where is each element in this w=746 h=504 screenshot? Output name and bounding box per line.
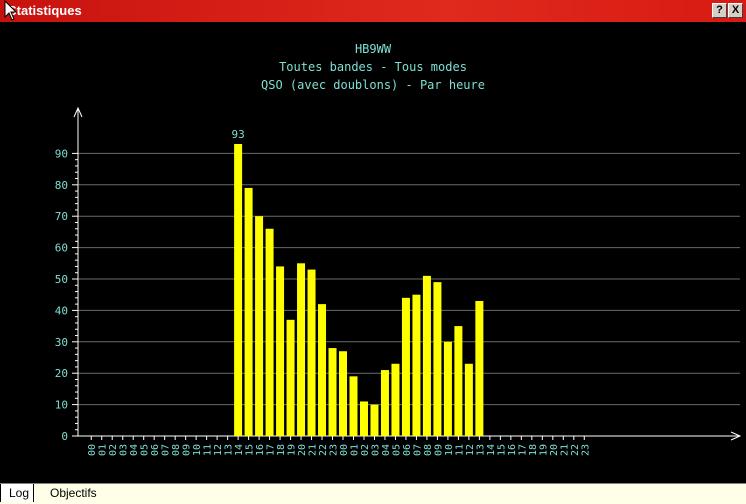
y-tick-label: 20 bbox=[55, 367, 68, 380]
y-tick-label: 10 bbox=[55, 399, 68, 412]
x-tick-label: 06 bbox=[402, 444, 413, 456]
bar-hour-22 bbox=[318, 304, 327, 436]
x-tick-label: 14 bbox=[234, 444, 245, 456]
bar-hour-21 bbox=[307, 269, 316, 436]
bar-hour-13 bbox=[475, 300, 484, 436]
bar-hour-07 bbox=[412, 294, 421, 436]
x-tick-label: 23 bbox=[329, 444, 340, 456]
x-tick-label: 17 bbox=[266, 444, 277, 456]
window-title: Statistiques bbox=[8, 3, 82, 18]
bar-hour-20 bbox=[297, 263, 306, 436]
x-tick-label: 09 bbox=[182, 444, 193, 456]
chart-title-line: QSO (avec doublons) - Par heure bbox=[261, 78, 485, 92]
x-tick-label: 06 bbox=[150, 444, 161, 456]
title-bar: Statistiques ? X bbox=[0, 0, 746, 23]
x-tick-label: 04 bbox=[381, 444, 392, 456]
x-tick-label: 19 bbox=[538, 444, 549, 456]
x-tick-label: 15 bbox=[245, 444, 256, 456]
x-tick-label: 07 bbox=[161, 444, 172, 456]
x-tick-label: 16 bbox=[255, 444, 266, 456]
bar-hour-03 bbox=[370, 404, 379, 436]
bar-hour-16 bbox=[255, 216, 264, 436]
close-button[interactable]: X bbox=[728, 3, 743, 18]
x-tick-label: 22 bbox=[318, 444, 329, 456]
y-tick-label: 70 bbox=[55, 210, 68, 223]
x-tick-label: 20 bbox=[549, 444, 560, 456]
x-tick-label: 03 bbox=[370, 444, 381, 456]
bar-hour-09 bbox=[433, 282, 442, 436]
bar-hour-10 bbox=[443, 341, 452, 436]
x-tick-label: 08 bbox=[171, 444, 182, 456]
x-tick-label: 08 bbox=[423, 444, 434, 456]
x-tick-label: 01 bbox=[349, 444, 360, 456]
bar-hour-06 bbox=[401, 297, 410, 436]
bar-hour-00 bbox=[339, 351, 348, 436]
chart-title-line: Toutes bandes - Tous modes bbox=[279, 60, 467, 74]
x-axis-arrow bbox=[730, 431, 742, 441]
bar-hour-15 bbox=[244, 187, 253, 436]
x-tick-label: 11 bbox=[454, 444, 465, 456]
x-tick-label: 10 bbox=[192, 444, 203, 456]
bar-hour-08 bbox=[422, 275, 431, 436]
mouse-pointer-icon bbox=[4, 0, 18, 21]
x-tick-label: 00 bbox=[87, 444, 98, 456]
x-tick-label: 04 bbox=[129, 444, 140, 456]
x-tick-label: 20 bbox=[297, 444, 308, 456]
y-tick-label: 80 bbox=[55, 179, 68, 192]
x-tick-label: 16 bbox=[507, 444, 518, 456]
x-tick-label: 18 bbox=[276, 444, 287, 456]
help-button[interactable]: ? bbox=[712, 3, 727, 18]
tab-log[interactable]: Log bbox=[0, 484, 35, 502]
bar-hour-14 bbox=[234, 143, 243, 436]
x-tick-label: 13 bbox=[224, 444, 235, 456]
x-tick-label: 22 bbox=[570, 444, 581, 456]
x-tick-label: 00 bbox=[339, 444, 350, 456]
x-tick-label: 02 bbox=[360, 444, 371, 456]
x-tick-label: 15 bbox=[496, 444, 507, 456]
qso-per-hour-chart: HB9WW Toutes bandes - Tous modes QSO (avec… bbox=[55, 42, 742, 456]
y-tick-label: 30 bbox=[55, 336, 68, 349]
x-tick-label: 17 bbox=[517, 444, 528, 456]
max-value-label: 93 bbox=[231, 128, 244, 141]
x-tick-label: 12 bbox=[213, 444, 224, 456]
y-tick-label: 50 bbox=[55, 273, 68, 286]
statistics-chart-panel: HB9WW Toutes bandes - Tous modes QSO (avec… bbox=[0, 22, 746, 483]
bar-hour-02 bbox=[359, 401, 368, 436]
x-tick-label: 05 bbox=[140, 444, 151, 456]
bar-hour-23 bbox=[328, 348, 337, 436]
x-tick-label: 13 bbox=[475, 444, 486, 456]
tab-bar: Log Objectifs bbox=[0, 483, 746, 504]
bar-hour-04 bbox=[380, 370, 389, 436]
bar-hour-17 bbox=[265, 228, 274, 436]
tab-objectifs[interactable]: Objectifs bbox=[50, 486, 97, 500]
chart-title-line: HB9WW bbox=[355, 42, 392, 56]
y-tick-label: 40 bbox=[55, 304, 68, 317]
bar-hour-18 bbox=[276, 266, 285, 436]
x-tick-label: 12 bbox=[465, 444, 476, 456]
x-tick-label: 01 bbox=[98, 444, 109, 456]
x-tick-label: 18 bbox=[528, 444, 539, 456]
bar-hour-01 bbox=[349, 376, 358, 436]
x-tick-label: 10 bbox=[444, 444, 455, 456]
y-tick-label: 90 bbox=[55, 147, 68, 160]
bar-hour-19 bbox=[286, 319, 295, 436]
x-tick-label: 11 bbox=[203, 444, 214, 456]
bar-hour-11 bbox=[454, 326, 463, 436]
x-tick-label: 19 bbox=[287, 444, 298, 456]
y-tick-label: 0 bbox=[61, 430, 68, 443]
x-tick-label: 14 bbox=[486, 444, 497, 456]
bar-hour-12 bbox=[464, 363, 473, 436]
x-tick-label: 07 bbox=[412, 444, 423, 456]
x-tick-label: 21 bbox=[559, 444, 570, 456]
x-tick-label: 09 bbox=[433, 444, 444, 456]
x-tick-label: 21 bbox=[308, 444, 319, 456]
bar-hour-05 bbox=[391, 363, 400, 436]
x-tick-label: 03 bbox=[119, 444, 130, 456]
x-tick-label: 02 bbox=[108, 444, 119, 456]
x-tick-label: 23 bbox=[580, 444, 591, 456]
x-tick-label: 05 bbox=[391, 444, 402, 456]
y-axis-arrow bbox=[73, 106, 83, 118]
y-tick-label: 60 bbox=[55, 242, 68, 255]
